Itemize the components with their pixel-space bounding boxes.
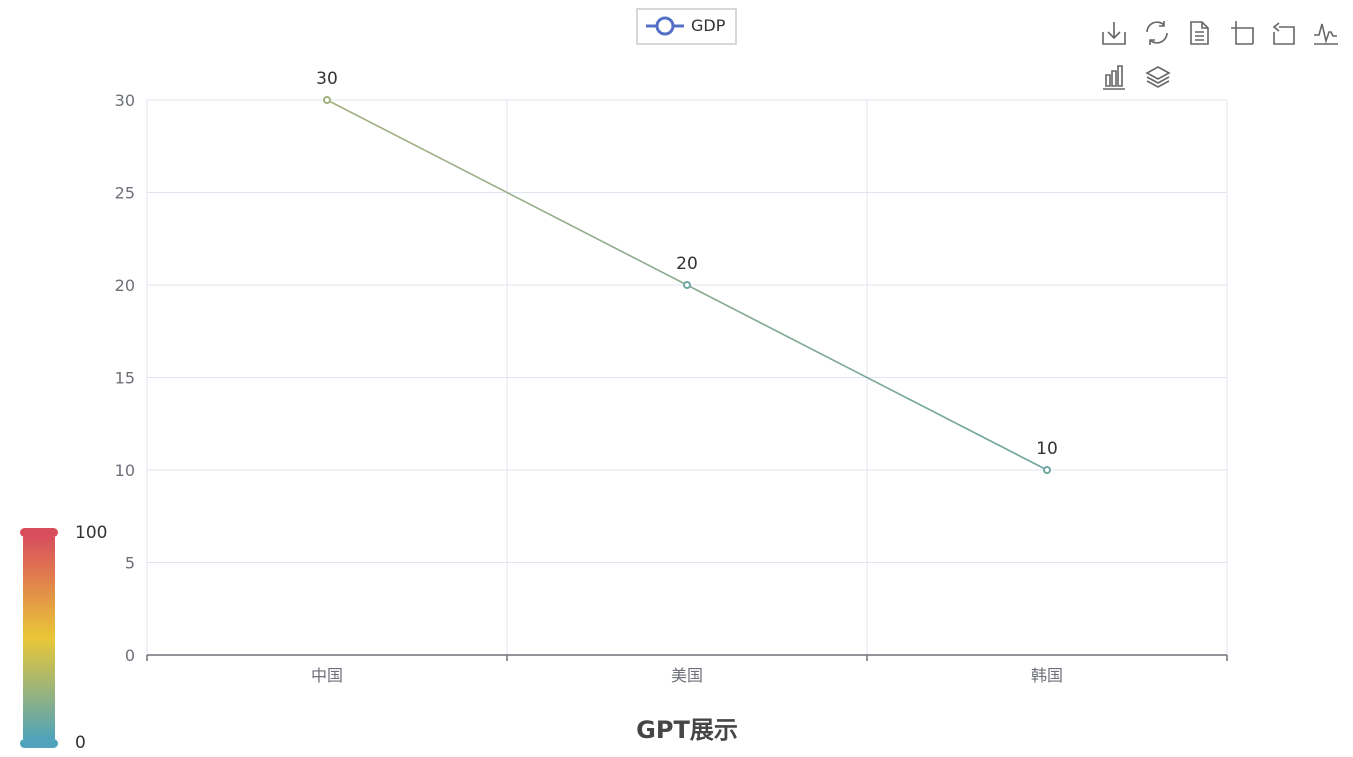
legend-label: GDP (691, 16, 726, 35)
y-tick-label: 0 (125, 646, 135, 665)
x-tick-label: 韩国 (1031, 666, 1063, 685)
y-tick-label: 15 (115, 369, 135, 388)
data-labels: 30 20 10 (316, 69, 1058, 459)
x-tick-label: 中国 (311, 666, 343, 685)
bar-switch-icon[interactable] (1100, 62, 1128, 92)
legend-circle-icon (655, 16, 675, 36)
data-view-icon[interactable] (1186, 18, 1214, 48)
data-point[interactable] (323, 96, 331, 104)
toolbox[interactable] (1100, 18, 1340, 92)
legend[interactable]: GDP (636, 8, 737, 45)
y-tick-label: 30 (115, 91, 135, 110)
visual-map-top-handle[interactable] (20, 528, 58, 537)
visual-map[interactable]: 100 0 (20, 523, 107, 753)
refresh-icon[interactable] (1143, 18, 1171, 48)
data-label: 10 (1036, 439, 1058, 459)
chart-title: GPT展示 (636, 716, 738, 744)
data-point[interactable] (1043, 466, 1051, 474)
axes: 0 5 10 15 20 25 30 中国 美国 韩国 (115, 91, 1228, 685)
zoom-reset-icon[interactable] (1270, 18, 1298, 48)
zoom-icon[interactable] (1229, 18, 1257, 48)
data-label: 20 (676, 254, 698, 274)
visual-map-min-label: 0 (75, 733, 86, 753)
series-layer (323, 96, 1051, 474)
y-tick-label: 5 (125, 554, 135, 573)
x-tick-label: 美国 (671, 666, 703, 685)
y-tick-label: 20 (115, 276, 135, 295)
y-tick-label: 25 (115, 184, 135, 203)
visual-map-bottom-handle[interactable] (20, 739, 58, 748)
visual-map-max-label: 100 (75, 523, 107, 543)
grid-lines (146, 99, 1228, 655)
data-label: 30 (316, 69, 338, 89)
visual-map-bar (23, 537, 55, 739)
stack-switch-icon[interactable] (1143, 62, 1171, 92)
download-icon[interactable] (1100, 18, 1128, 48)
line-switch-icon[interactable] (1312, 18, 1340, 48)
data-point[interactable] (683, 281, 691, 289)
y-tick-label: 10 (115, 461, 135, 480)
